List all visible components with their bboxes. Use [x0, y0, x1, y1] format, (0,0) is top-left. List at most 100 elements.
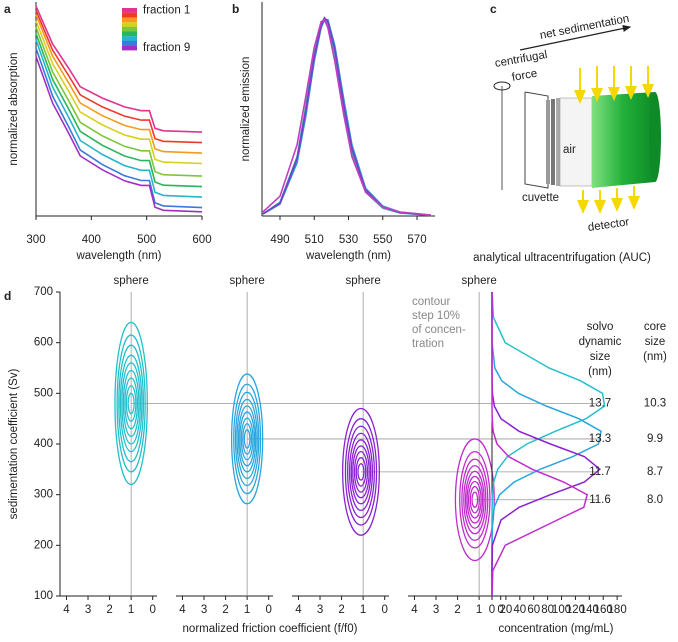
table-header: size [645, 336, 665, 348]
series-line [35, 56, 203, 213]
x-tick-label: 0 [497, 604, 503, 616]
x-tick-label: 2 [106, 604, 112, 616]
panel-label: d [4, 289, 11, 303]
reference-label: sphere [346, 275, 381, 287]
series-line [35, 33, 203, 188]
legend-swatch [122, 36, 137, 41]
y-tick-label: 700 [34, 286, 53, 298]
x-axis-label: concentration (mg/mL) [498, 623, 613, 635]
x-axis-label: wavelength (nm) [75, 250, 161, 262]
legend-swatch [122, 26, 137, 32]
annotation: step 10% [412, 310, 460, 322]
contour-line [125, 385, 137, 422]
legend-swatch [122, 40, 137, 46]
series-line [262, 18, 431, 216]
x-axis-label: normalized friction coefficient (f/f0) [183, 623, 358, 635]
x-tick-label: 0 [265, 604, 271, 616]
series-line [35, 26, 203, 177]
y-tick-label: 600 [34, 337, 53, 349]
y-axis-label: normalized absorption [8, 52, 20, 165]
x-tick-label: 570 [407, 234, 426, 246]
x-tick-label: 4 [63, 604, 70, 616]
x-tick-label: 550 [373, 234, 392, 246]
panel-label: a [4, 2, 11, 16]
x-tick-label: 4 [179, 604, 186, 616]
x-tick-label: 20 [500, 604, 513, 616]
x-tick-label: 0 [381, 604, 387, 616]
table-header: (nm) [588, 366, 612, 378]
series-line [35, 20, 203, 165]
contour-line [355, 457, 367, 487]
table-cell: 10.3 [644, 397, 666, 409]
contour-line [243, 429, 251, 449]
table-cell: 13.3 [589, 433, 611, 445]
contour-line [242, 423, 253, 455]
series-line [35, 10, 203, 144]
x-tick-label: 1 [244, 604, 250, 616]
table-header: (nm) [643, 351, 667, 363]
x-tick-label: 400 [82, 234, 101, 246]
legend-swatch [122, 12, 137, 18]
series-line [262, 19, 431, 216]
contour-line [461, 458, 489, 541]
x-tick-label: 3 [317, 604, 323, 616]
x-tick-label: 160 [594, 604, 613, 616]
table-header: solvo [587, 321, 614, 333]
x-tick-label: 100 [552, 604, 571, 616]
x-tick-label: 2 [222, 604, 228, 616]
x-tick-label: 2 [338, 604, 344, 616]
y-axis-label: sedimentation coefficient (Sv) [8, 369, 20, 520]
contour-line [240, 417, 254, 461]
contour-line [467, 480, 482, 519]
light-rays [574, 66, 654, 214]
reference-label: sphere [462, 275, 497, 287]
sample-end [649, 92, 661, 182]
x-tick-label: 1 [128, 604, 134, 616]
contour-line [454, 438, 495, 562]
arrow [519, 24, 632, 51]
contour-line [122, 369, 140, 438]
legend-label: fraction 9 [143, 42, 190, 54]
y-tick-label: 100 [34, 590, 53, 602]
table-header: dynamic [579, 336, 622, 348]
legend-swatch [122, 45, 137, 51]
x-tick-label: 3 [433, 604, 439, 616]
contour-line [116, 334, 146, 473]
diagram: c net sedimentation centrifugal force ai… [473, 2, 661, 264]
contour-line [471, 491, 479, 508]
x-tick-label: 80 [541, 604, 554, 616]
arrow-label: net sedimentation [539, 13, 630, 42]
contour-line [118, 344, 145, 463]
series-line [35, 14, 203, 154]
series-line [35, 47, 203, 209]
contour-line [348, 432, 374, 512]
x-tick-label: 4 [411, 604, 418, 616]
contour-line [233, 383, 262, 495]
x-tick-label: 530 [339, 234, 358, 246]
contour-line [342, 407, 380, 536]
x-tick-label: 600 [192, 234, 211, 246]
cuvette-wall [556, 98, 560, 186]
contour-line [121, 362, 142, 445]
cuvette-frame [524, 91, 549, 189]
table-cell: 11.6 [589, 494, 611, 506]
x-tick-label: 2 [454, 604, 460, 616]
contour-line [236, 398, 258, 480]
annotation: tration [412, 338, 444, 350]
contour-line [237, 405, 257, 473]
contour-line [234, 391, 260, 487]
x-axis-label: wavelength (nm) [305, 250, 391, 262]
force-label: force [511, 68, 538, 84]
contour-line [127, 392, 135, 415]
x-tick-label: 140 [580, 604, 599, 616]
contour-line [357, 463, 365, 481]
table-cell: 8.0 [647, 494, 663, 506]
x-tick-label: 180 [608, 604, 627, 616]
annotation: contour [412, 296, 451, 308]
contour-line [350, 439, 372, 505]
x-tick-label: 0 [149, 604, 155, 616]
distribution-line [491, 292, 602, 596]
x-tick-label: 1 [476, 604, 482, 616]
x-tick-label: 1 [360, 604, 366, 616]
y-tick-label: 500 [34, 387, 53, 399]
